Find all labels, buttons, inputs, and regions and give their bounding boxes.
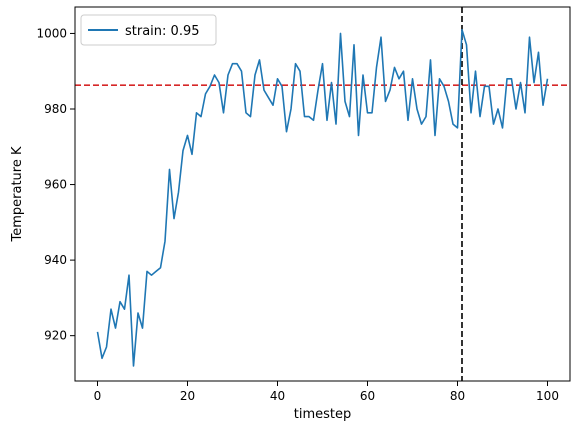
x-tick-label: 80: [450, 389, 465, 403]
y-tick-label: 1000: [36, 26, 67, 40]
y-axis-label: Temperature K: [10, 146, 25, 242]
x-axis-label: timestep: [294, 407, 352, 422]
y-tick-label: 920: [44, 329, 67, 343]
y-tick-label: 960: [44, 178, 67, 192]
x-axis: 0 20 40 60 80 100: [94, 381, 559, 403]
x-tick-label: 0: [94, 389, 102, 403]
legend-box: [80, 14, 217, 46]
legend-label: strain: 0.95: [125, 24, 200, 39]
series-layer: [96, 28, 549, 367]
x-tick-label: 100: [536, 389, 559, 403]
plot-frame: [74, 6, 571, 382]
x-tick-label: 40: [270, 389, 285, 403]
legend: strain: 0.95: [80, 14, 217, 46]
x-tick-label: 20: [180, 389, 195, 403]
y-axis: 920 940 960 980 1000: [36, 26, 75, 343]
reference-lines: [75, 7, 570, 381]
series-line: [96, 28, 549, 367]
x-tick-label: 60: [360, 389, 375, 403]
y-tick-label: 980: [44, 102, 67, 116]
y-tick-label: 940: [44, 253, 67, 267]
